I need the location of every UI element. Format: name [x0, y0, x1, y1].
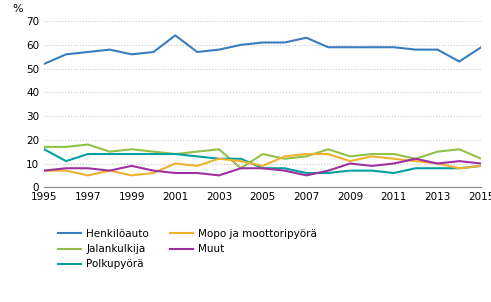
- Legend: Henkilöauto, Jalankulkija, Polkupyörä, Mopo ja moottoripyörä, Muut: Henkilöauto, Jalankulkija, Polkupyörä, M…: [58, 229, 317, 269]
- Y-axis label: %: %: [13, 5, 23, 14]
